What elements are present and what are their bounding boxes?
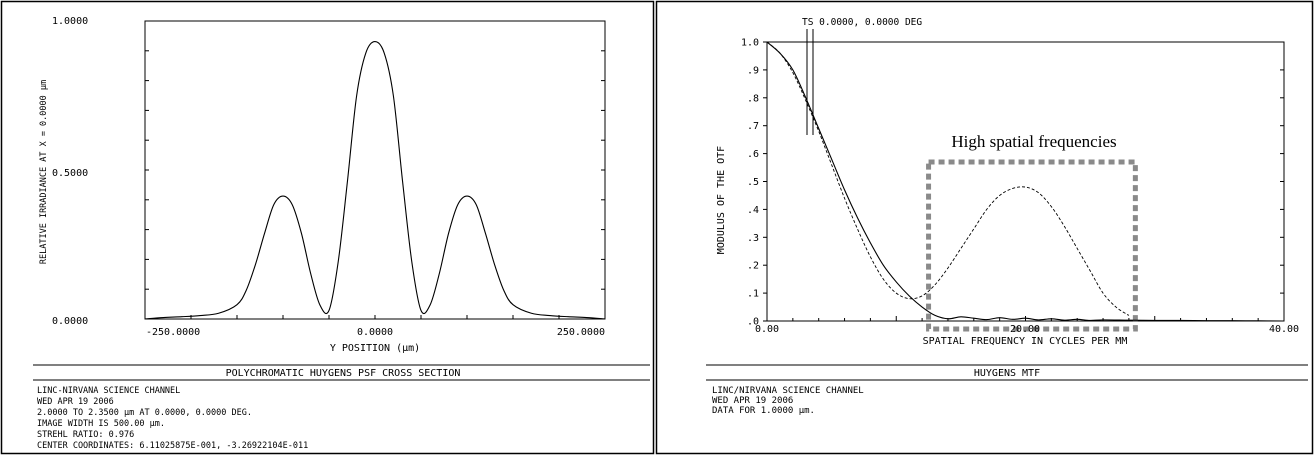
mtf-y-tick-label: 1.0 <box>741 38 759 49</box>
psf-y-axis-label: RELATIVE IRRADIANCE AT X = 0.0000 µm <box>39 80 49 264</box>
mtf-y-axis-label: MODULUS OF THE OTF <box>716 146 727 254</box>
psf-x-ticks <box>144 315 606 319</box>
mtf-series-solid <box>766 41 1285 322</box>
mtf-y-tick-label: .2 <box>747 261 759 272</box>
mtf-plot-frame <box>766 41 1285 322</box>
mtf-y-tick-label: .1 <box>747 289 759 300</box>
mtf-xtick-label-0: 0.00 <box>755 324 779 335</box>
mtf-footer-title: HUYGENS MTF <box>974 368 1040 379</box>
mtf-xtick-label-40: 40.00 <box>1269 324 1299 335</box>
mtf-y-tick-label: .9 <box>747 65 759 76</box>
high-frequency-annotation: High spatial frequencies <box>951 132 1116 151</box>
mtf-info-line-1: LINC/NIRVANA SCIENCE CHANNEL <box>712 386 864 396</box>
psf-xtick-label-left: -250.0000 <box>146 327 200 338</box>
mtf-y-tick-labels: .0 .1 .2 .3 .4 .5 .6 .7 .8 .9 1.0 <box>741 38 759 328</box>
high-frequency-highlight-box <box>926 159 1138 332</box>
left-panel-frame <box>0 0 655 455</box>
psf-chart: 1.0000 0.5000 0.0000 -250.0000 0.0000 25… <box>33 16 650 451</box>
psf-footer-title: POLYCHROMATIC HUYGENS PSF CROSS SECTION <box>226 368 461 379</box>
mtf-y-tick-label: .0 <box>747 317 759 328</box>
psf-y-ticks <box>145 20 605 320</box>
mtf-y-tick-label: .6 <box>747 149 759 160</box>
psf-plot-frame <box>144 20 606 320</box>
mtf-x-axis-label: SPATIAL FREQUENCY IN CYCLES PER MM <box>923 336 1128 347</box>
mtf-y-tick-label: .8 <box>747 93 759 104</box>
psf-info-line-2: WED APR 19 2006 <box>37 397 114 407</box>
mtf-chart: TS 0.0000, 0.0000 DEG High spatial frequ… <box>706 17 1308 416</box>
mtf-legend-label: TS 0.0000, 0.0000 DEG <box>802 17 922 28</box>
psf-info-line-1: LINC-NIRVANA SCIENCE CHANNEL <box>37 386 180 396</box>
mtf-y-tick-label: .3 <box>747 233 759 244</box>
psf-ytick-label-bottom: 0.0000 <box>52 316 88 327</box>
psf-ytick-label-mid: 0.5000 <box>52 168 88 179</box>
mtf-y-tick-label: .7 <box>747 121 759 132</box>
mtf-info-line-3: DATA FOR 1.0000 µm. <box>712 406 815 416</box>
mtf-y-tick-label: .4 <box>747 205 759 216</box>
psf-x-axis-label: Y POSITION (µm) <box>330 343 420 354</box>
psf-info-line-4: IMAGE WIDTH IS 500.00 µm. <box>37 419 165 429</box>
psf-series-line <box>144 41 606 320</box>
right-panel-frame <box>655 0 1314 455</box>
mtf-info-line-2: WED APR 19 2006 <box>712 396 793 406</box>
mtf-y-tick-label: .5 <box>747 177 759 188</box>
mtf-xtick-label-20: 20.00 <box>1010 324 1040 335</box>
mtf-series-dashed <box>766 41 1130 316</box>
psf-xtick-label-mid: 0.0000 <box>357 327 393 338</box>
psf-info-line-3: 2.0000 TO 2.3500 µm AT 0.0000, 0.0000 DE… <box>37 408 252 418</box>
psf-xtick-label-right: 250.0000 <box>557 327 605 338</box>
psf-info-line-5: STREHL RATIO: 0.976 <box>37 430 134 440</box>
psf-info-line-6: CENTER COORDINATES: 6.11025875E-001, -3.… <box>37 441 308 451</box>
psf-ytick-label-top: 1.0000 <box>52 16 88 27</box>
